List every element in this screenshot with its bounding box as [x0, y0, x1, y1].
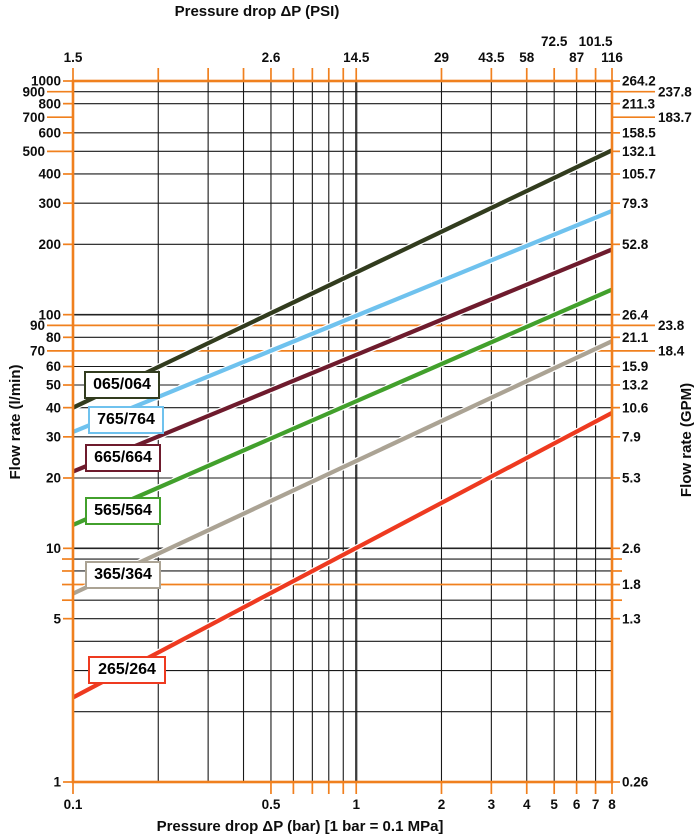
left-axis-tick-label: 80: [46, 330, 61, 345]
right-axis-tick-label: 105.7: [622, 167, 656, 182]
right-axis-tick-label: 132.1: [622, 144, 656, 159]
right-axis-tick-label: 264.2: [622, 74, 656, 89]
left-axis-tick-label: 100: [38, 307, 61, 322]
left-axis-tick-label: 1: [53, 775, 61, 790]
top-axis-tick-label: 101.5: [579, 34, 613, 49]
left-axis-tick-label: 900: [22, 84, 45, 99]
right-axis-tick-label: 211.3: [622, 96, 656, 111]
left-axis-tick-label: 20: [46, 471, 61, 486]
right-axis-tick-label: 2.6: [622, 541, 641, 556]
left-axis-tick-label: 60: [46, 359, 61, 374]
left-axis-tick-label: 90: [30, 318, 45, 333]
bottom-axis-tick-label: 1: [352, 797, 360, 812]
bottom-axis-title: Pressure drop ΔP (bar) [1 bar = 0.1 MPa]: [156, 818, 444, 835]
right-axis-tick-label: 21.1: [622, 330, 649, 345]
right-axis-tick-label: 13.2: [622, 378, 648, 393]
right-axis-tick-label: 1.3: [622, 611, 641, 626]
right-axis-tick-label: 5.3: [622, 471, 641, 486]
bottom-axis-tick-label: 5: [550, 797, 558, 812]
right-axis-tick-label: 7.9: [622, 430, 641, 445]
top-axis-tick-label: 43.5: [478, 50, 505, 65]
left-axis-tick-label: 1000: [31, 74, 61, 89]
left-axis-tick-label: 300: [38, 196, 61, 211]
series-label-text: 665/664: [94, 449, 152, 466]
series-line-365-364: [72, 339, 613, 596]
top-axis-title: Pressure drop ΔP (PSI): [174, 3, 340, 20]
left-axis-tick-label: 400: [38, 167, 61, 182]
top-axis-tick-label: 1.5: [64, 50, 83, 65]
bottom-axis-tick-label: 8: [608, 797, 616, 812]
right-axis-tick-label: 1.8: [622, 577, 641, 592]
bottom-axis-tick-label: 0.1: [64, 797, 83, 812]
top-axis-tick-label: 29: [434, 50, 449, 65]
series-label-box-365-364: 365/364: [85, 561, 161, 589]
left-axis-tick-label: 70: [30, 344, 45, 359]
left-axis-tick-label: 800: [38, 96, 61, 111]
top-axis-tick-label: 116: [601, 50, 623, 65]
bottom-axis-tick-label: 2: [438, 797, 446, 812]
left-axis-tick-label: 50: [46, 378, 61, 393]
series-line-265-264: [72, 411, 613, 700]
top-axis-tick-label: 87: [569, 50, 584, 65]
left-axis-tick-label: 30: [46, 430, 61, 445]
series-label-box-665-664: 665/664: [85, 444, 161, 472]
right-axis-tick-label: 15.9: [622, 359, 648, 374]
bottom-axis-tick-label: 0.5: [262, 797, 281, 812]
right-axis-tick-label: 237.8: [658, 84, 692, 99]
series-label-text: 365/364: [94, 566, 152, 583]
left-axis-tick-label: 700: [22, 110, 45, 125]
bottom-axis-tick-label: 7: [592, 797, 600, 812]
top-axis-tick-label: 72.5: [541, 34, 568, 49]
series-line-665-664: [72, 247, 613, 474]
left-axis-tick-label: 40: [46, 400, 61, 415]
bottom-axis-tick-label: 6: [573, 797, 581, 812]
left-axis-tick-label: 5: [53, 611, 61, 626]
left-axis-tick-label: 600: [38, 126, 61, 141]
right-axis-tick-label: 26.4: [622, 307, 649, 322]
left-axis-tick-label: 500: [22, 144, 45, 159]
left-axis-tick-label: 200: [38, 237, 61, 252]
plot-frame: [71, 79, 614, 784]
right-axis-tick-label: 52.8: [622, 237, 649, 252]
series-label-text: 065/064: [93, 376, 151, 393]
series-label-text: 265/264: [98, 661, 156, 678]
right-axis-tick-label: 10.6: [622, 400, 649, 415]
right-axis-tick-label: 23.8: [658, 318, 685, 333]
top-axis-tick-label: 58: [519, 50, 535, 65]
series-line-765-764: [72, 208, 613, 434]
right-axis-tick-label: 158.5: [622, 126, 656, 141]
top-axis-tick-label: 14.5: [343, 50, 370, 65]
right-axis-tick-label: 79.3: [622, 196, 649, 211]
series-label-box-765-764: 765/764: [88, 406, 164, 434]
series-label-box-565-564: 565/564: [85, 497, 161, 525]
left-axis-tick-label: 10: [46, 541, 61, 556]
bottom-axis-tick-label: 4: [523, 797, 531, 812]
series-label-box-065-064: 065/064: [84, 371, 160, 399]
right-axis-tick-label: 0.26: [622, 775, 649, 790]
bottom-axis-tick-label: 3: [488, 797, 496, 812]
series-label-text: 565/564: [94, 502, 152, 519]
top-axis-tick-label: 2.6: [262, 50, 281, 65]
series-label-text: 765/764: [97, 411, 155, 428]
series-label-box-265-264: 265/264: [88, 656, 166, 684]
right-axis-tick-label: 183.7: [658, 110, 692, 125]
series-line-065-064: [72, 148, 613, 410]
series-line-565-564: [72, 287, 613, 527]
right-axis-tick-label: 18.4: [658, 344, 685, 359]
